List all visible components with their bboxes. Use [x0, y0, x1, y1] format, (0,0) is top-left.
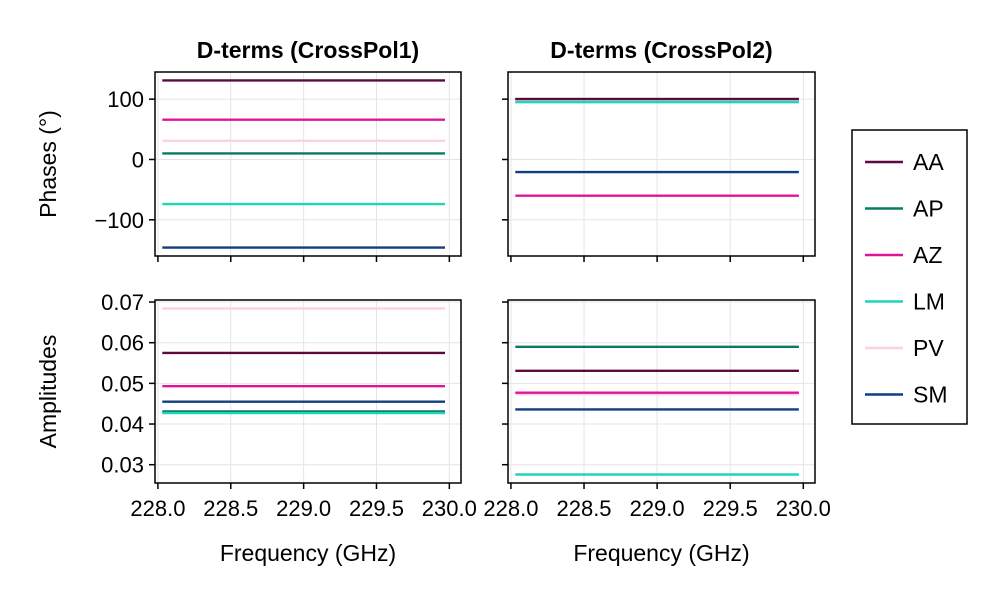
panel-crosspol1-phases: 100 0 −100 D-terms (CrossPol1) Phases (°) [35, 37, 462, 262]
axes-frame [507, 71, 816, 257]
legend-label: LM [913, 289, 945, 315]
y-tick-label: −100 [94, 208, 144, 233]
axes-frame [154, 299, 462, 484]
legend-item-aa: AA [865, 149, 944, 175]
y-tick-label: 0.05 [101, 371, 144, 396]
y-tick-label: 100 [107, 87, 144, 112]
legend-box [851, 129, 968, 425]
panel-crosspol2-phases: D-terms (CrossPol2) [502, 37, 816, 262]
legend-item-sm: SM [865, 382, 948, 408]
plot-area [155, 300, 461, 483]
legend-item-pv: PV [865, 335, 944, 361]
legend: AA AP AZ LM PV SM [851, 129, 968, 425]
panel-crosspol2-amplitudes: 228.0 228.5 229.0 229.5 230.0 Frequency (GHz) [483, 299, 831, 566]
legend-label: AP [913, 196, 944, 222]
plot-area [155, 72, 461, 256]
y-tick-label: 0.04 [101, 412, 144, 437]
x-tick-label: 230.0 [422, 496, 477, 521]
x-tick-label: 229.5 [703, 496, 758, 521]
legend-label: AA [913, 149, 944, 175]
x-tick-label: 230.0 [776, 496, 831, 521]
panel-title: D-terms (CrossPol2) [550, 37, 772, 63]
x-tick-label: 229.5 [349, 496, 404, 521]
axes-frame [507, 299, 816, 484]
x-tick-label: 228.0 [130, 496, 185, 521]
legend-label: AZ [913, 242, 942, 268]
y-axis-label: Amplitudes [35, 335, 61, 449]
y-tick-label: 0.07 [101, 290, 144, 315]
y-axis-label: Phases (°) [35, 110, 61, 218]
axes-frame [154, 71, 462, 257]
x-axis-label: Frequency (GHz) [220, 540, 396, 566]
legend-item-ap: AP [865, 196, 944, 222]
x-axis-label: Frequency (GHz) [573, 540, 749, 566]
panel-title: D-terms (CrossPol1) [197, 37, 419, 63]
legend-item-az: AZ [865, 242, 942, 268]
y-tick-label: 0.06 [101, 331, 144, 356]
x-tick-label: 229.0 [276, 496, 331, 521]
x-tick-label: 228.5 [556, 496, 611, 521]
legend-label: SM [913, 382, 948, 408]
y-tick-label: 0 [132, 147, 144, 172]
legend-item-lm: LM [865, 289, 945, 315]
y-tick-label: 0.03 [101, 453, 144, 478]
x-tick-label: 228.0 [483, 496, 538, 521]
x-tick-label: 229.0 [630, 496, 685, 521]
legend-label: PV [913, 335, 944, 361]
x-tick-label: 228.5 [203, 496, 258, 521]
panel-crosspol1-amplitudes: 228.0 228.5 229.0 229.5 230.0 0.07 0.06 0.05 0.0… [35, 290, 477, 566]
